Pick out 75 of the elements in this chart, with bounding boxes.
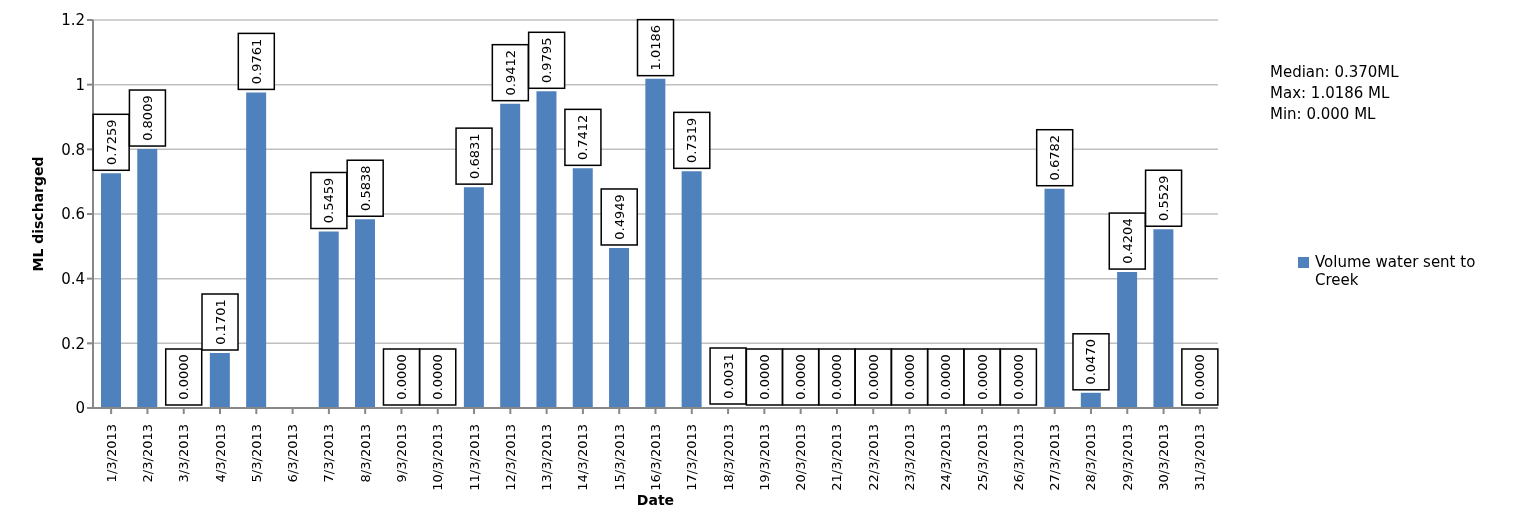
data-label: 0.9761	[248, 38, 264, 85]
x-tick-label: 22/3/2013	[865, 424, 881, 491]
data-label: 0.0000	[430, 354, 446, 400]
x-tick-label: 5/3/2013	[248, 424, 264, 483]
x-tick-label: 9/3/2013	[393, 424, 409, 483]
x-tick-label: 21/3/2013	[829, 424, 845, 491]
data-label: 0.4949	[611, 194, 627, 240]
x-tick-label: 3/3/2013	[176, 424, 192, 483]
x-tick-label: 6/3/2013	[285, 424, 301, 483]
data-label: 0.0031	[720, 353, 736, 399]
data-label: 0.9412	[502, 49, 518, 96]
x-tick-label: 11/3/2013	[466, 424, 482, 491]
y-tick-label: 0	[75, 399, 85, 418]
x-tick-label: 12/3/2013	[502, 424, 518, 491]
y-tick-label: 0.4	[61, 269, 85, 288]
data-label: 0.1701	[212, 299, 228, 345]
data-label: 0.0000	[393, 354, 409, 400]
data-label: 0.5838	[357, 165, 373, 211]
x-tick-label: 8/3/2013	[357, 424, 373, 483]
x-tick-label: 27/3/2013	[1047, 424, 1063, 491]
x-tick-label: 14/3/2013	[575, 424, 591, 491]
data-label: 0.7412	[575, 114, 591, 161]
x-tick-label: 19/3/2013	[756, 424, 772, 491]
data-label: 1.0186	[648, 24, 663, 71]
data-label: 0.6831	[466, 133, 482, 179]
y-tick-label: 0.6	[61, 205, 85, 224]
x-tick-label: 15/3/2013	[611, 424, 627, 491]
data-label: 0.4204	[1119, 218, 1135, 264]
data-label: 0.0000	[1010, 354, 1026, 400]
data-label: 0.9795	[539, 37, 555, 84]
x-tick-label: 10/3/2013	[430, 424, 446, 491]
x-tick-label: 13/3/2013	[539, 424, 555, 491]
x-tick-label: 28/3/2013	[1083, 424, 1099, 491]
data-label: 0.6782	[1047, 134, 1063, 181]
text: Min: 0.000 ML	[1270, 104, 1377, 125]
x-tick-label: 25/3/2013	[974, 424, 990, 491]
x-tick-label: 4/3/2013	[212, 424, 228, 483]
x-tick-label: 23/3/2013	[902, 424, 918, 491]
data-label: 0.0470	[1083, 339, 1099, 385]
x-tick-label: 1/3/2013	[103, 424, 119, 483]
data-label: 0.0000	[829, 354, 845, 400]
x-tick-label: 16/3/2013	[648, 424, 663, 491]
data-label: 0.5529	[1156, 175, 1172, 221]
text: Median: 0.370ML	[1270, 62, 1399, 83]
data-label: 0.7319	[684, 117, 700, 164]
data-label: 0.0000	[793, 354, 809, 400]
x-axis-title: Date	[636, 492, 675, 508]
x-tick-label: 30/3/2013	[1156, 424, 1172, 491]
data-label: 0.7259	[103, 119, 119, 166]
data-label: 0.0000	[756, 354, 772, 400]
x-tick-label: 17/3/2013	[684, 424, 700, 491]
data-label: 0.0000	[865, 354, 881, 400]
text: Max: 1.0186 ML	[1270, 83, 1391, 104]
y-tick-label: 0.8	[61, 140, 85, 159]
bar	[1080, 392, 1101, 408]
data-label: 0.0000	[902, 354, 918, 400]
x-tick-label: 26/3/2013	[1010, 424, 1026, 491]
data-label: 0.5459	[321, 177, 337, 224]
y-axis-title: ML discharged	[29, 156, 46, 272]
data-label: 0.0000	[176, 354, 192, 400]
x-tick-label: 7/3/2013	[321, 424, 337, 483]
data-label: 0.0000	[938, 354, 954, 400]
x-tick-label: 31/3/2013	[1192, 424, 1208, 491]
y-tick-label: 1	[75, 75, 85, 94]
y-tick-label: 0.2	[61, 334, 85, 353]
x-tick-label: 24/3/2013	[938, 424, 954, 491]
x-tick-label: 18/3/2013	[720, 424, 736, 491]
data-label: 0.0000	[974, 354, 990, 400]
legend-label: Volume water sent to Creek	[1315, 253, 1477, 289]
x-tick-label: 20/3/2013	[793, 424, 809, 491]
x-tick-label: 29/3/2013	[1119, 424, 1135, 491]
y-tick-label: 1.2	[61, 11, 85, 30]
x-tick-label: 2/3/2013	[139, 424, 155, 483]
data-label: 0.8009	[139, 95, 155, 141]
data-label: 0.0000	[1192, 354, 1208, 400]
